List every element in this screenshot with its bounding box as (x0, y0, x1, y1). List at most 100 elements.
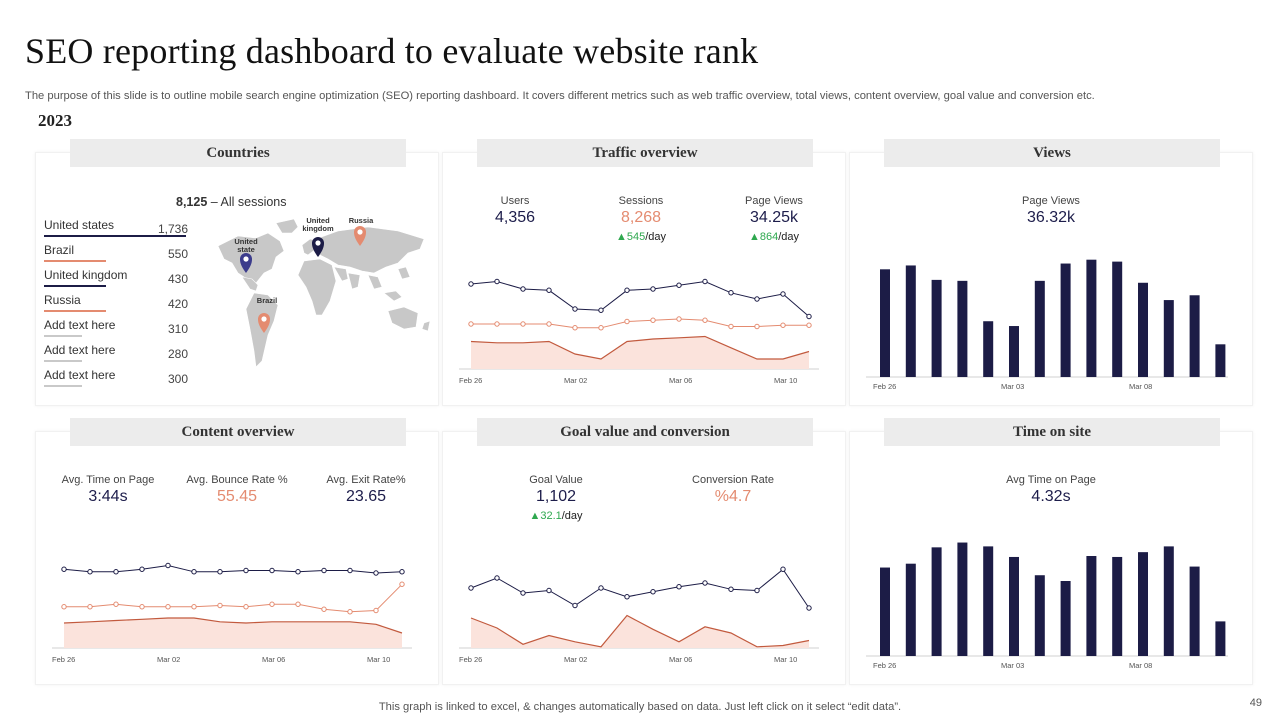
series-line (470, 280, 810, 317)
data-point (399, 569, 405, 575)
goal-metric: Goal Value 1,102 ▲32.1/day (491, 474, 621, 522)
country-row: Add text here 280 (44, 343, 188, 368)
country-name: Add text here (44, 318, 116, 332)
data-point (624, 318, 630, 325)
sessions-summary: 8,125 – All sessions (176, 195, 287, 209)
up-arrow-icon: ▲ (615, 231, 627, 243)
bounce-metric: Avg. Bounce Rate % 55.45 (172, 474, 302, 506)
views-value: 36.32k (1026, 209, 1076, 226)
data-point (806, 322, 812, 328)
traffic-panel: Traffic overview Users 4,356 Sessions 8,… (442, 139, 846, 406)
country-name: United kingdom (44, 268, 128, 282)
views-chart: Feb 26 Mar 03 Mar 08 (866, 259, 1228, 391)
up-arrow-icon: ▲ (748, 231, 760, 243)
data-point (347, 567, 353, 574)
goal-value: 1,102 (535, 488, 577, 505)
bar (1034, 280, 1045, 377)
country-row: Add text here 300 (44, 368, 188, 393)
pin-united-state[interactable] (240, 246, 252, 273)
time-site-label: Avg Time on Page (1006, 474, 1096, 486)
bar (1138, 552, 1148, 656)
data-point (754, 323, 760, 330)
bar (983, 321, 994, 377)
time-site-value: 4.32s (1031, 488, 1071, 505)
time-title: Time on site (884, 418, 1220, 446)
data-point (269, 567, 275, 574)
countries-title: Countries (70, 139, 406, 167)
data-point (754, 587, 760, 594)
data-point (676, 316, 682, 322)
data-point (217, 569, 223, 575)
data-point (494, 321, 500, 327)
bar (1112, 556, 1123, 656)
data-point (373, 570, 379, 576)
bar (880, 567, 890, 656)
world-map-graphic (217, 218, 431, 368)
pin-russia[interactable] (354, 226, 366, 246)
x-tick-label: Feb 26 (459, 655, 482, 664)
data-point (780, 566, 786, 572)
year-label: 2023 (38, 111, 72, 130)
country-underline (44, 335, 82, 337)
data-point (676, 282, 682, 288)
data-point (295, 569, 301, 575)
data-point (373, 607, 379, 614)
goal-label: Goal Value (529, 474, 583, 486)
country-sessions: 420 (167, 297, 188, 311)
country-name: Add text here (44, 368, 116, 382)
bar (1163, 546, 1174, 656)
bar (1189, 566, 1200, 656)
bar (957, 280, 968, 377)
pin-label-russia: Russia (348, 216, 374, 225)
pin-brazil[interactable] (258, 313, 270, 333)
views-title: Views (884, 139, 1220, 167)
series-line (470, 568, 810, 609)
data-point (494, 575, 500, 581)
sessions-delta: ▲545/day (576, 231, 706, 243)
data-point (520, 590, 526, 596)
goal-delta: ▲32.1/day (491, 510, 621, 522)
time-value: 3:44s (88, 488, 128, 505)
country-underline (44, 385, 82, 387)
pageviews-delta-unit: /day (778, 231, 800, 243)
data-point (165, 562, 171, 569)
views-panel: Views Page Views 36.32k Feb 26 Mar 03 Mar … (849, 139, 1253, 406)
bar (1009, 556, 1019, 656)
up-arrow-icon: ▲ (529, 510, 541, 522)
data-point (243, 567, 249, 574)
data-point (650, 589, 656, 595)
x-tick-label: Feb 26 (873, 382, 896, 391)
x-tick-label: Feb 26 (52, 655, 75, 664)
x-tick-label: Mar 02 (157, 655, 180, 664)
country-sessions: 280 (167, 347, 188, 361)
data-point (399, 581, 405, 587)
country-name: Brazil (44, 243, 75, 257)
x-tick-label: Mar 10 (774, 376, 797, 385)
data-point (468, 585, 474, 591)
data-point (139, 566, 145, 572)
country-name: United states (44, 218, 115, 232)
data-point (191, 604, 197, 610)
bar (1112, 261, 1123, 377)
pageviews-label: Page Views (745, 195, 803, 207)
series-line (63, 564, 403, 574)
data-point (780, 322, 786, 328)
country-row: Add text here 310 (44, 318, 188, 343)
sessions-value: 8,268 (620, 209, 662, 226)
sessions-metric-label: Sessions (618, 195, 664, 207)
time-chart: Feb 26 Mar 03 Mar 08 (866, 542, 1228, 670)
x-tick-label: Mar 02 (564, 655, 587, 664)
country-row: Brazil 550 (44, 243, 188, 268)
data-point (624, 287, 630, 293)
bar (905, 265, 916, 377)
country-sessions: 300 (167, 372, 188, 386)
traffic-chart: Feb 26 Mar 02 Mar 06 Mar 10 (459, 278, 819, 385)
country-sessions: 550 (167, 247, 188, 261)
data-point (702, 580, 708, 586)
bar (1163, 300, 1174, 377)
country-sessions: 310 (167, 322, 188, 336)
pin-united-kingdom[interactable] (312, 237, 324, 257)
bar (1009, 326, 1019, 377)
data-point (572, 325, 578, 331)
data-point (468, 281, 474, 287)
